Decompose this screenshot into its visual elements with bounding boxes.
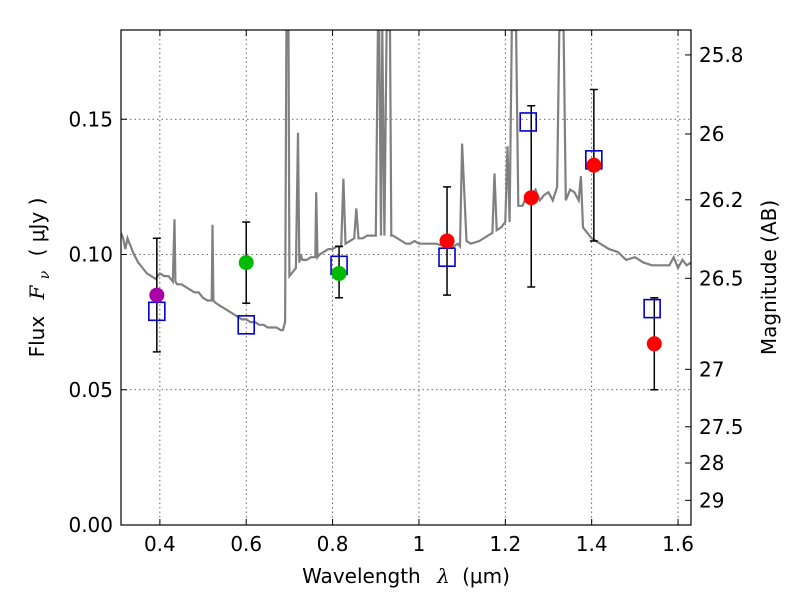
x-axis-label-symbol: λ [436,564,450,588]
model-flux-square [237,315,256,335]
magnitude-tick-label: 27.5 [699,415,744,439]
magnitude-tick-label: 27 [699,357,724,381]
y-axis-label-symbol: F [25,284,49,300]
magnitude-tick-label: 29 [699,488,724,512]
x-tick-label: 0.4 [144,532,176,556]
spectrum-line [121,30,691,332]
magnitude-tick-label: 26.2 [699,188,744,212]
y-tick-label: 0.00 [68,513,113,537]
observed-flux-point [439,233,455,249]
model-flux-square [519,112,538,132]
plot-area [121,30,691,332]
x-axis-label: Wavelength λ (μm) [302,564,510,588]
x-tick-label: 1.4 [576,532,608,556]
x-tick-label: 1.2 [489,532,521,556]
observed-flux-point [149,287,165,303]
y-axis-label-subscript: ν [37,270,53,279]
x-tick-label: 0.6 [230,532,262,556]
x-tick-label: 0.8 [317,532,349,556]
magnitude-tick-label: 26.5 [699,266,744,290]
axes-frame [120,29,692,526]
magnitude-tick-label: 28 [699,451,724,475]
data-markers [148,88,662,391]
magnitude-tick-label: 25.8 [699,43,744,67]
y-axis-label-unit: ( μJy ) [25,198,49,257]
observed-flux-point [238,255,254,271]
x-axis-label-text: Wavelength [302,564,421,588]
observed-flux-point [646,336,662,352]
x-tick-label: 1.6 [662,532,694,556]
observed-flux-point [523,190,539,206]
y-tick-label: 0.05 [68,378,113,402]
axis-ticks: 0.4 0.6 0.8 1 1.2 1.4 1.6 0.00 0.05 0.10 0.15 25.8 2… [68,30,744,556]
model-flux-square [643,298,661,319]
y-tick-label: 0.10 [68,243,113,267]
y-axis-label: Flux F ν ( μJy ) [25,198,54,358]
observed-flux-point [331,265,347,281]
magnitude-axis-label: Magnitude (AB) [757,200,781,355]
y-tick-label: 0.15 [68,107,113,131]
magnitude-tick-label: 26 [699,122,724,146]
y-axis-label-text: Flux [25,316,49,358]
x-tick-label: 1 [413,532,426,556]
observed-flux-point [586,157,602,173]
x-axis-label-unit: (μm) [462,564,510,588]
